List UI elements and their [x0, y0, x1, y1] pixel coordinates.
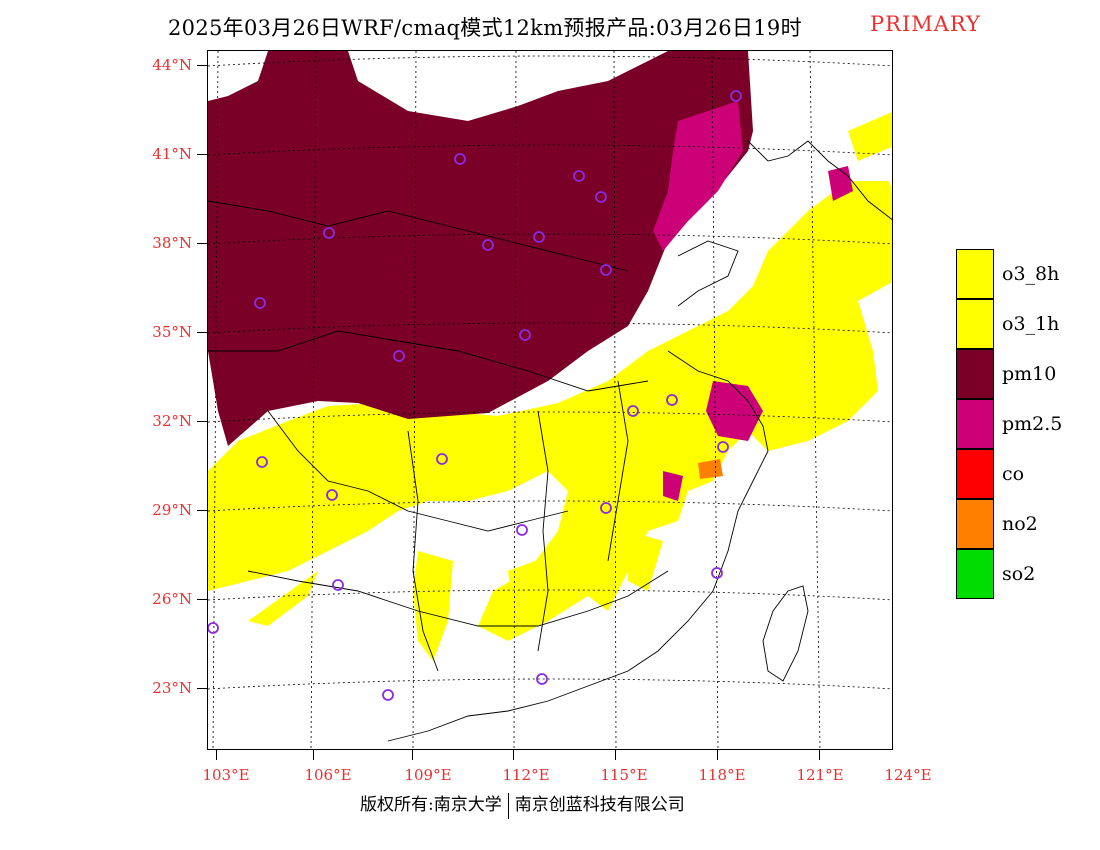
- legend-label: o3_8h: [1002, 263, 1060, 285]
- lat-label-38: 38°N: [152, 234, 192, 252]
- legend-label: o3_1h: [1002, 313, 1060, 335]
- lat-tick: [197, 599, 207, 600]
- lat-tick: [197, 65, 207, 66]
- lon-tick: [216, 750, 217, 760]
- map-title: 2025年03月26日WRF/cmaq模式12km预报产品:03月26日19时: [168, 16, 802, 40]
- pollutant-legend: o3_8h o3_1h pm10 pm2.5 co no2 so2: [956, 249, 1100, 599]
- forecast-map: [207, 50, 893, 750]
- lon-label-118: 118°E: [698, 766, 746, 784]
- lon-label-124: 124°E: [884, 766, 932, 784]
- lat-label-35: 35°N: [152, 323, 192, 341]
- lon-label-121: 121°E: [796, 766, 844, 784]
- lon-label-109: 109°E: [404, 766, 452, 784]
- primary-flag: PRIMARY: [870, 12, 981, 36]
- copyright-footer: 版权所有:南京大学 南京创蓝科技有限公司: [360, 790, 685, 819]
- legend-label: pm2.5: [1002, 413, 1063, 435]
- legend-label: so2: [1002, 563, 1036, 585]
- o3-region: [208, 111, 892, 661]
- legend-swatch: [956, 449, 994, 499]
- legend-item-pm25: pm2.5: [956, 399, 1100, 449]
- legend-item-o3-8h: o3_8h: [956, 249, 1100, 299]
- legend-swatch: [956, 399, 994, 449]
- lon-label-115: 115°E: [600, 766, 648, 784]
- lat-label-26: 26°N: [152, 590, 192, 608]
- lat-tick: [197, 243, 207, 244]
- legend-item-pm10: pm10: [956, 349, 1100, 399]
- legend-swatch: [956, 349, 994, 399]
- footer-divider: [507, 792, 509, 819]
- lon-tick: [313, 750, 314, 760]
- boundary-lines: [208, 140, 892, 742]
- station-markers: [208, 90, 742, 701]
- lon-tick: [412, 750, 413, 760]
- lon-tick: [717, 750, 718, 760]
- lat-tick: [197, 510, 207, 511]
- copyright-text: 版权所有:南京大学: [360, 795, 502, 815]
- lat-label-29: 29°N: [152, 501, 192, 519]
- lon-label-106: 106°E: [304, 766, 352, 784]
- legend-label: pm10: [1002, 363, 1057, 385]
- graticule: [208, 51, 892, 749]
- legend-item-co: co: [956, 449, 1100, 499]
- lon-tick: [615, 750, 616, 760]
- lat-tick: [197, 332, 207, 333]
- legend-swatch: [956, 499, 994, 549]
- legend-swatch: [956, 249, 994, 299]
- no2-region: [698, 459, 723, 479]
- lat-label-41: 41°N: [152, 145, 192, 163]
- pollutant-map-canvas: [208, 51, 892, 749]
- lon-tick: [819, 750, 820, 760]
- lon-tick: [513, 750, 514, 760]
- legend-item-no2: no2: [956, 499, 1100, 549]
- company-text: 南京创蓝科技有限公司: [514, 795, 685, 815]
- lon-label-112: 112°E: [502, 766, 550, 784]
- lat-tick: [197, 421, 207, 422]
- legend-label: no2: [1002, 513, 1038, 535]
- lon-label-103: 103°E: [202, 766, 250, 784]
- legend-swatch: [956, 299, 994, 349]
- legend-swatch: [956, 549, 994, 599]
- legend-item-so2: so2: [956, 549, 1100, 599]
- lat-tick: [197, 688, 207, 689]
- lat-label-44: 44°N: [152, 56, 192, 74]
- lat-label-32: 32°N: [152, 412, 192, 430]
- lat-label-23: 23°N: [152, 679, 192, 697]
- legend-item-o3-1h: o3_1h: [956, 299, 1100, 349]
- legend-label: co: [1002, 463, 1025, 485]
- lat-tick: [197, 154, 207, 155]
